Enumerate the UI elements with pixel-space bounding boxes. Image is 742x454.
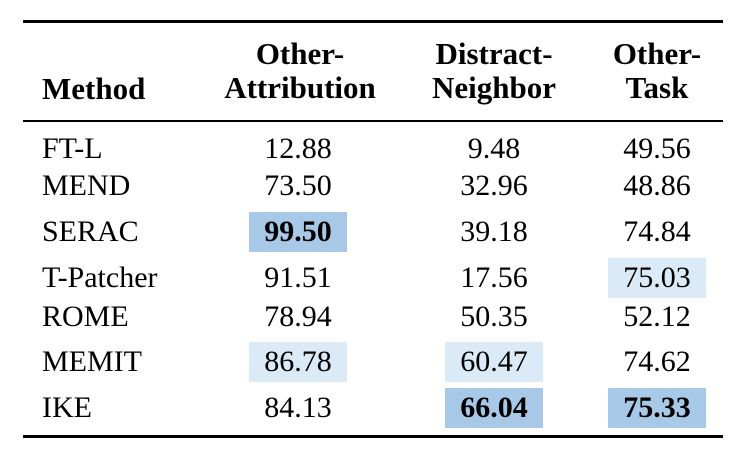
table-row: IKE 84.13 66.04 75.33 — [0, 388, 742, 428]
distract-cell: 50.35 — [460, 300, 528, 333]
table-row: MEND 73.50 32.96 48.86 — [0, 166, 742, 206]
task-cell: 75.33 — [608, 388, 706, 428]
attribution-cell: 86.78 — [249, 342, 347, 382]
task-cell: 49.56 — [623, 132, 691, 165]
attribution-cell: 73.50 — [264, 169, 332, 202]
table-row: ROME 78.94 50.35 52.12 — [0, 297, 742, 337]
distract-cell: 32.96 — [460, 169, 528, 202]
distract-cell: 9.48 — [467, 132, 521, 165]
method-cell: T-Patcher — [42, 261, 158, 294]
attribution-cell: 78.94 — [264, 300, 332, 333]
method-cell: IKE — [42, 391, 92, 424]
header-rule — [23, 120, 723, 122]
attribution-cell: 99.50 — [249, 212, 347, 252]
attribution-cell: 12.88 — [264, 132, 332, 165]
method-cell: MEMIT — [42, 345, 142, 378]
table-row: MEMIT 86.78 60.47 74.62 — [0, 342, 742, 382]
header-line-1: Other- — [255, 36, 345, 71]
task-cell: 74.84 — [623, 215, 691, 248]
task-cell: 74.62 — [623, 345, 691, 378]
task-cell: 48.86 — [623, 169, 691, 202]
header-line-2: Neighbor — [432, 70, 556, 105]
header-line-1: Distract- — [435, 36, 553, 71]
attribution-cell: 84.13 — [264, 391, 332, 424]
header-line-2: Attribution — [224, 70, 376, 105]
header-line-2: Task — [625, 70, 689, 105]
header-other-task: Other- Task — [605, 37, 709, 105]
distract-cell: 60.47 — [445, 342, 543, 382]
bottom-rule — [23, 435, 723, 438]
method-cell: ROME — [42, 300, 129, 333]
method-cell: SERAC — [42, 215, 139, 248]
task-cell: 75.03 — [608, 258, 706, 298]
method-cell: FT-L — [42, 132, 103, 165]
task-cell: 52.12 — [623, 300, 691, 333]
header-other-attribution: Other- Attribution — [212, 37, 388, 105]
header-method-label: Method — [42, 71, 146, 106]
table-row: T-Patcher 91.51 17.56 75.03 — [0, 258, 742, 298]
header-distract-neighbor: Distract- Neighbor — [421, 37, 567, 105]
distract-cell: 39.18 — [460, 215, 528, 248]
header-line-1: Other- — [612, 36, 702, 71]
distract-cell: 17.56 — [460, 261, 528, 294]
top-rule — [23, 20, 723, 23]
attribution-cell: 91.51 — [264, 261, 332, 294]
table-row: FT-L 12.88 9.48 49.56 — [0, 129, 742, 169]
table-row: SERAC 99.50 39.18 74.84 — [0, 212, 742, 252]
distract-cell: 66.04 — [445, 388, 543, 428]
header-method: Method — [42, 72, 145, 106]
method-cell: MEND — [42, 169, 131, 202]
